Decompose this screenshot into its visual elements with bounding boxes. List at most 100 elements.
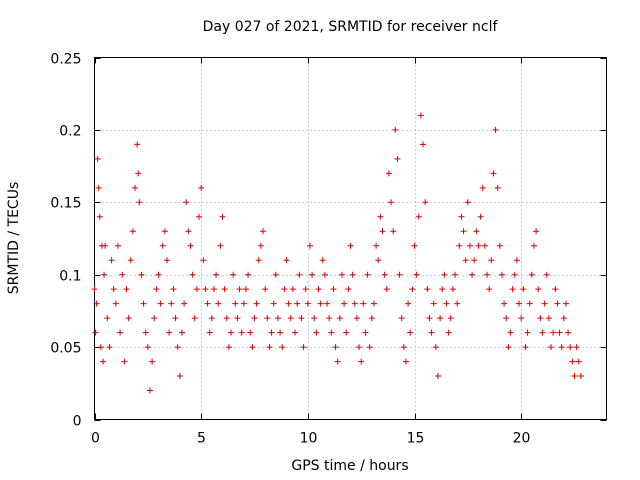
data-point (452, 271, 459, 278)
data-point (368, 315, 375, 322)
data-point (360, 300, 367, 307)
data-point (432, 344, 439, 351)
data-point (552, 286, 559, 293)
data-point (356, 344, 363, 351)
x-axis-label: GPS time / hours (291, 458, 408, 474)
data-point (533, 228, 540, 235)
chart-title: Day 027 of 2021, SRMTID for receiver ncl… (203, 19, 499, 35)
data-point (422, 199, 429, 206)
data-point (93, 300, 100, 307)
data-point (104, 315, 111, 322)
data-point (503, 315, 510, 322)
data-point (375, 257, 382, 264)
data-point (172, 315, 179, 322)
data-point (505, 344, 512, 351)
data-point (409, 286, 416, 293)
data-point (223, 315, 230, 322)
data-point (543, 271, 550, 278)
data-point (460, 228, 467, 235)
data-point (528, 271, 535, 278)
data-point (170, 286, 177, 293)
data-point (366, 344, 373, 351)
data-point (498, 271, 505, 278)
data-point (204, 300, 211, 307)
data-point (332, 344, 339, 351)
data-point (225, 344, 232, 351)
data-point (462, 257, 469, 264)
tick-labels: 0 5 10 15 20 0 0.05 0.1 0.15 0.2 0.25 (50, 52, 530, 447)
data-point (183, 199, 190, 206)
data-point (298, 315, 305, 322)
data-point (509, 286, 516, 293)
data-point (221, 286, 228, 293)
data-point (353, 315, 360, 322)
data-point (424, 286, 431, 293)
data-point (550, 329, 557, 336)
data-point (447, 315, 454, 322)
data-point (101, 271, 108, 278)
data-point (268, 329, 275, 336)
data-point (417, 112, 424, 119)
data-point (121, 358, 128, 365)
data-point (326, 315, 333, 322)
data-point (144, 344, 151, 351)
data-point (306, 242, 313, 249)
plot-frame (94, 57, 607, 420)
data-point (100, 358, 107, 365)
data-point (415, 213, 422, 220)
data-point (185, 228, 192, 235)
data-point (174, 344, 181, 351)
data-point (315, 286, 322, 293)
data-point (319, 257, 326, 264)
data-point (292, 329, 299, 336)
data-point (575, 358, 582, 365)
data-point (370, 300, 377, 307)
data-point (373, 242, 380, 249)
data-point (136, 199, 143, 206)
data-point (437, 315, 444, 322)
data-point (388, 199, 395, 206)
x-tick-label: 15 (407, 431, 425, 447)
data-point (264, 315, 271, 322)
data-point (486, 286, 493, 293)
data-point (377, 213, 384, 220)
data-point (281, 286, 288, 293)
data-point (381, 271, 388, 278)
data-point (466, 242, 473, 249)
data-point (296, 271, 303, 278)
data-point (151, 315, 158, 322)
data-point (219, 213, 226, 220)
data-point (522, 344, 529, 351)
data-point (345, 286, 352, 293)
data-point (405, 300, 412, 307)
data-point (302, 286, 309, 293)
data-point (558, 344, 565, 351)
data-point (488, 257, 495, 264)
data-point (277, 329, 284, 336)
data-point (518, 315, 525, 322)
data-point (385, 170, 392, 177)
data-point (524, 329, 531, 336)
data-point (213, 271, 220, 278)
data-point (110, 286, 117, 293)
data-point (245, 271, 252, 278)
data-point (473, 228, 480, 235)
data-point (270, 300, 277, 307)
data-point (228, 329, 235, 336)
data-point (253, 300, 260, 307)
data-point (210, 286, 217, 293)
data-point (434, 373, 441, 380)
data-point (443, 300, 450, 307)
data-point (407, 329, 414, 336)
y-tick-label: 0 (73, 414, 82, 430)
data-point (217, 242, 224, 249)
data-point (516, 300, 523, 307)
data-point (257, 242, 264, 249)
x-tick-label: 10 (300, 431, 318, 447)
data-point (535, 286, 542, 293)
data-point (230, 271, 237, 278)
data-point (135, 170, 142, 177)
data-point (520, 286, 527, 293)
data-point (458, 213, 465, 220)
